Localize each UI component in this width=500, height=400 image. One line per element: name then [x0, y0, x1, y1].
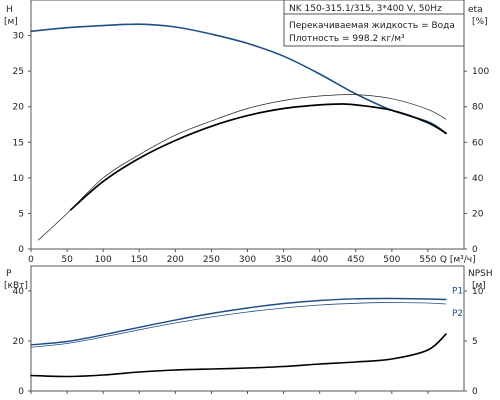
right-axis-title: eta: [468, 5, 483, 15]
density-label: Плотность = 998.2 кг/м³: [289, 34, 405, 44]
info-box-frame: [283, 0, 465, 47]
series-label-p2: P2: [452, 309, 463, 319]
x-axis-title: Q [м³/ч]: [440, 255, 476, 265]
x-axis-tick-label: 150: [131, 255, 148, 265]
left-axis-tick-label: 20: [13, 103, 25, 113]
left-axis-unit: [кВт]: [4, 281, 28, 291]
right-axis-tick-label: 10: [472, 287, 484, 297]
x-axis-tick-label: 0: [28, 255, 34, 265]
right-axis-tick-label: 5: [472, 337, 478, 347]
left-axis-tick-label: 40: [13, 287, 25, 297]
x-axis-tick-label: 400: [311, 255, 328, 265]
x-axis-tick-label: 100: [95, 255, 112, 265]
left-axis-unit: [м]: [4, 17, 18, 27]
power-npsh-panel: 0 20 40 0 5 10 P [кВт] NPSH [м] P1 P2: [4, 265, 493, 397]
bottom-series-line-2: [30, 333, 447, 378]
right-axis-unit: [м]: [472, 281, 486, 291]
top-series-line-1: [69, 103, 447, 211]
right-axis-tick-label: 0: [472, 245, 478, 255]
left-axis-tick-label: 25: [13, 67, 24, 77]
left-axis-tick-label: 10: [13, 174, 25, 184]
x-axis-tick-label: 500: [383, 255, 400, 265]
right-axis-title: NPSH: [468, 269, 493, 279]
left-axis-title: P: [6, 269, 12, 279]
right-axis-tick-label: 60: [472, 138, 484, 148]
bottom-plot-frame: [30, 265, 465, 392]
left-axis-tick-label: 0: [18, 387, 24, 397]
x-axis-tick-label: 450: [347, 255, 364, 265]
liquid-label: Перекачиваемая жидкость = Вода: [289, 21, 455, 31]
x-axis-tick-label: 350: [275, 255, 292, 265]
left-axis-title: H: [6, 5, 13, 15]
pump-title: NK 150-315.1/315, 3*400 V, 50Hz: [289, 4, 442, 14]
left-axis-tick-label: 15: [13, 138, 24, 148]
right-axis-tick-label: 80: [472, 103, 484, 113]
series-label-p1: P1: [452, 287, 463, 297]
x-axis-tick-label: 200: [167, 255, 184, 265]
left-axis-tick-label: 5: [18, 209, 24, 219]
top-series-line-2: [37, 94, 447, 241]
x-axis-tick-label: 50: [61, 255, 73, 265]
left-axis-tick-label: 30: [13, 32, 25, 42]
right-axis-tick-label: 0: [472, 387, 478, 397]
x-axis-tick-label: 550: [419, 255, 436, 265]
right-axis-tick-label: 40: [472, 174, 484, 184]
info-box: NK 150-315.1/315, 3*400 V, 50Hz Перекачи…: [283, 0, 465, 47]
left-axis-tick-label: 0: [18, 245, 24, 255]
x-axis-tick-label: 250: [203, 255, 220, 265]
bottom-series-line-1: [30, 302, 447, 348]
right-axis-tick-label: 100: [472, 67, 489, 77]
x-axis-tick-label: 300: [239, 255, 256, 265]
left-axis-tick-label: 20: [13, 337, 25, 347]
bottom-series-line-0: [30, 297, 447, 346]
right-axis-unit: [%]: [472, 17, 488, 27]
right-axis-tick-label: 20: [472, 209, 484, 219]
